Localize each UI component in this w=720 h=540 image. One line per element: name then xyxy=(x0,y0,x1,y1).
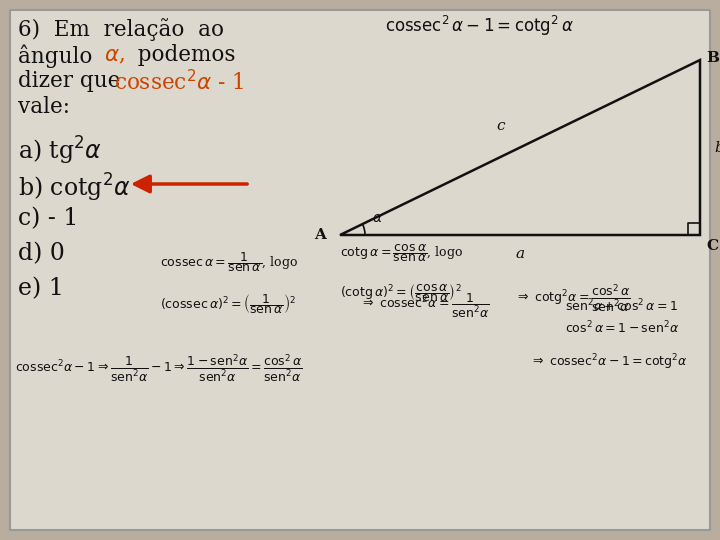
Text: ângulo: ângulo xyxy=(18,44,106,68)
Text: a) tg$^2\alpha$: a) tg$^2\alpha$ xyxy=(18,135,102,167)
Text: C: C xyxy=(706,239,718,253)
Text: B: B xyxy=(706,51,719,65)
Text: $\alpha$,: $\alpha$, xyxy=(104,44,125,66)
Text: cossec$^2\alpha$ - 1: cossec$^2\alpha$ - 1 xyxy=(114,70,244,95)
Text: a: a xyxy=(516,247,525,261)
Text: b) cotg$^2\alpha$: b) cotg$^2\alpha$ xyxy=(18,172,130,204)
Text: dizer que: dizer que xyxy=(18,70,127,92)
Text: $\Rightarrow\ \mathrm{cotg}^2\alpha = \dfrac{\cos^2\alpha}{\mathrm{sen}^2\alpha}: $\Rightarrow\ \mathrm{cotg}^2\alpha = \d… xyxy=(515,282,631,314)
Text: 6)  Em  relação  ao: 6) Em relação ao xyxy=(18,18,224,41)
Text: d) 0: d) 0 xyxy=(18,242,65,265)
Text: $\alpha$: $\alpha$ xyxy=(372,211,383,225)
Text: vale:: vale: xyxy=(18,96,70,118)
Text: $\Rightarrow\ \mathrm{cossec}^2\alpha = \dfrac{1}{\mathrm{sen}^2\alpha}$: $\Rightarrow\ \mathrm{cossec}^2\alpha = … xyxy=(360,292,490,320)
Text: $\mathrm{cossec}^2\alpha - 1 \Rightarrow \dfrac{1}{\mathrm{sen}^2\alpha} - 1 \Ri: $\mathrm{cossec}^2\alpha - 1 \Rightarrow… xyxy=(15,352,302,384)
Text: c: c xyxy=(497,118,505,132)
Text: podemos: podemos xyxy=(124,44,235,66)
Text: $\mathrm{cossec}^2\,\alpha - 1 = \mathrm{cotg}^2\,\alpha$: $\mathrm{cossec}^2\,\alpha - 1 = \mathrm… xyxy=(385,14,575,38)
Text: $\cos^2\alpha = 1 - \mathrm{sen}^2\alpha$: $\cos^2\alpha = 1 - \mathrm{sen}^2\alpha… xyxy=(565,320,679,336)
Text: $(\mathrm{cotg}\,\alpha)^2 = \left(\dfrac{\cos\alpha}{\mathrm{sen}\,\alpha}\righ: $(\mathrm{cotg}\,\alpha)^2 = \left(\dfra… xyxy=(340,282,462,304)
Text: A: A xyxy=(314,228,326,242)
Text: e) 1: e) 1 xyxy=(18,277,64,300)
Text: $\mathrm{cotg}\,\alpha = \dfrac{\cos\alpha}{\mathrm{sen}\,\alpha}$, logo: $\mathrm{cotg}\,\alpha = \dfrac{\cos\alp… xyxy=(340,242,463,264)
Text: $\mathrm{sen}^2\alpha + \cos^2\alpha = 1$: $\mathrm{sen}^2\alpha + \cos^2\alpha = 1… xyxy=(565,298,678,315)
Text: $(\mathrm{cossec}\,\alpha)^2 = \left(\dfrac{1}{\mathrm{sen}\,\alpha}\right)^2$: $(\mathrm{cossec}\,\alpha)^2 = \left(\df… xyxy=(160,292,296,316)
Text: $\Rightarrow\ \mathrm{cossec}^2\alpha - 1 = \mathrm{cotg}^2\alpha$: $\Rightarrow\ \mathrm{cossec}^2\alpha - … xyxy=(530,352,688,372)
Text: b: b xyxy=(714,140,720,154)
Text: c) - 1: c) - 1 xyxy=(18,207,78,230)
Text: $\mathrm{cossec}\,\alpha = \dfrac{1}{\mathrm{sen}\,\alpha}$, logo: $\mathrm{cossec}\,\alpha = \dfrac{1}{\ma… xyxy=(160,250,298,274)
